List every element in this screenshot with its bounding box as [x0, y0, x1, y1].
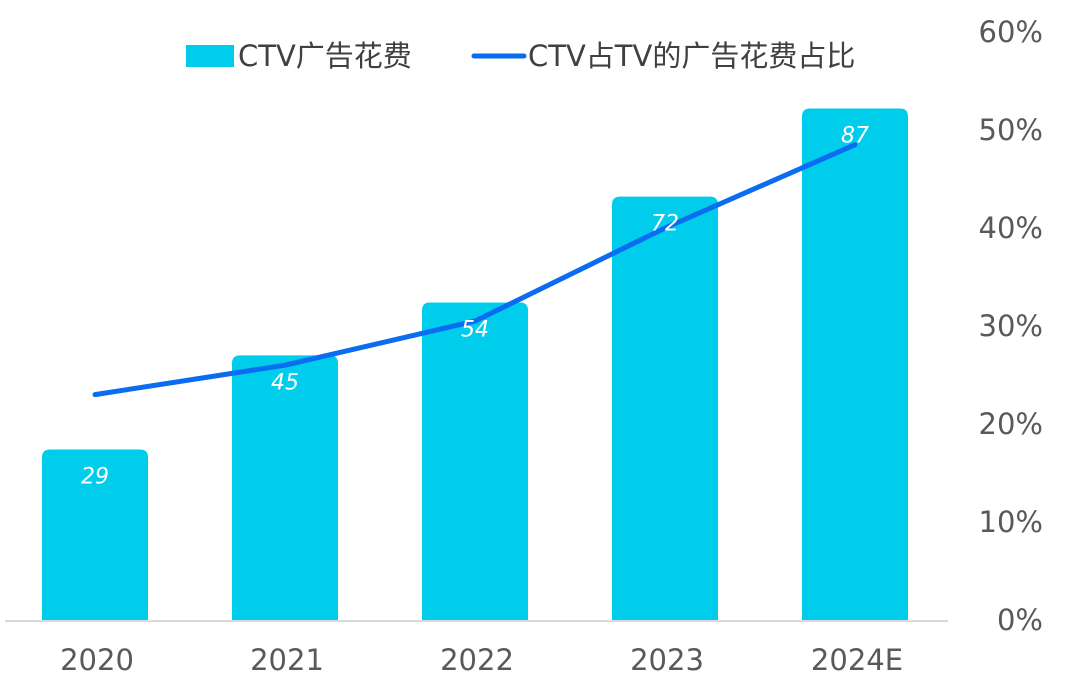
labels-layer: 29 45 54 72 87: [81, 123, 869, 489]
bar-value-label-2020: 29: [81, 464, 109, 489]
legend-bar-swatch: [186, 45, 234, 67]
bar-value-label-2021: 45: [271, 370, 299, 395]
bar-value-label-2023: 72: [651, 212, 679, 237]
bar-2022: [422, 302, 528, 620]
x-tick-2021: 2021: [250, 643, 324, 677]
bar-2024E: [802, 108, 908, 620]
y-right-tick-10: 10%: [979, 505, 1043, 539]
bars-layer: [42, 108, 908, 620]
bar-2021: [232, 355, 338, 620]
line-layer: [92, 142, 858, 398]
y-right-tick-20: 20%: [979, 407, 1043, 441]
legend: CTV广告花费 CTV占TV的广告花费占比: [186, 39, 855, 73]
bar-value-label-2024E: 87: [841, 123, 869, 148]
share-line: [92, 142, 858, 398]
axis-layer: 2020 2021 2022 2023 2024E 0% 10% 20% 30% 40% 50% 60…: [5, 15, 1043, 677]
y-right-tick-0: 0%: [997, 603, 1043, 637]
x-tick-2023: 2023: [630, 643, 704, 677]
y-right-tick-30: 30%: [979, 309, 1043, 343]
y-right-tick-40: 40%: [979, 211, 1043, 245]
y-right-tick-60: 60%: [979, 15, 1043, 49]
bar-2020: [42, 449, 148, 620]
legend-line-label: CTV占TV的广告花费占比: [528, 39, 855, 73]
legend-bar-label: CTV广告花费: [238, 39, 412, 73]
bar-value-label-2022: 54: [461, 317, 489, 342]
x-tick-2020: 2020: [60, 643, 134, 677]
x-tick-2022: 2022: [440, 643, 514, 677]
bar-2023: [612, 196, 718, 620]
y-right-tick-50: 50%: [979, 113, 1043, 147]
x-tick-2024E: 2024E: [811, 643, 903, 677]
